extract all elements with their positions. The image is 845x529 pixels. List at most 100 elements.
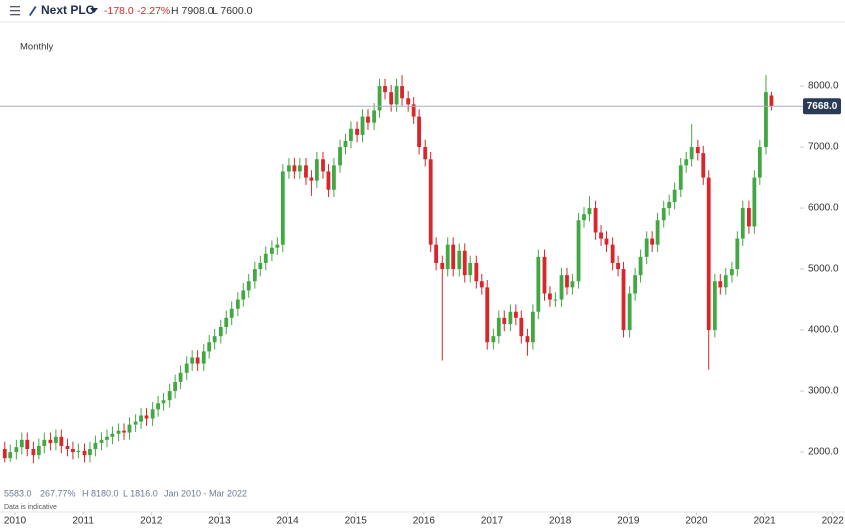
candle-body [156,403,161,410]
symbol-dropdown[interactable] [90,8,98,13]
y-tick-label: 3000.0 [808,386,839,397]
candle-body [280,171,285,245]
candle-body [201,351,206,364]
x-tick-label: 2019 [617,516,640,527]
candle-body [559,275,564,300]
candle-body [229,308,234,318]
candle-body [389,92,394,105]
x-tick-label: 2022 [822,516,845,527]
x-tick-label: 2021 [753,516,776,527]
candle-body [485,287,490,343]
candle-body [349,128,353,141]
candle-body [25,439,30,450]
candle-body [2,449,7,459]
y-tick-label: 2000.0 [808,447,839,458]
footer-note: Data is indicative [4,504,57,511]
candle-body [729,269,734,276]
change-pct: -2.27% [137,5,170,17]
candle-body [678,165,683,190]
candle-body [513,311,518,318]
candle-body [400,86,404,99]
edit-icon[interactable] [29,6,37,16]
candle-body [82,450,87,456]
candle-body [235,299,240,309]
candle-body [263,253,268,263]
candle-body [19,439,24,448]
candle-body [428,159,433,245]
candle-body [99,439,104,443]
symbol[interactable]: Next PLC [41,3,95,17]
high: H 7908.0 [171,5,214,17]
last-price-label: 7668.0 [807,101,838,112]
candle-body [246,281,251,291]
candle-body [8,452,13,459]
candle-body [457,250,462,270]
candle-body [406,98,411,105]
candle-body [31,449,36,456]
candle-body [491,336,496,343]
x-tick-label: 2012 [140,516,163,527]
menu-icon[interactable] [10,6,20,16]
candle-body [14,447,19,453]
candle-body [173,381,178,392]
footer-low: L 1816.0 [123,488,158,498]
candle-body [314,159,319,181]
candle-body [53,436,58,443]
candle-body [88,449,92,456]
candle-body [65,445,70,450]
x-tick-label: 2017 [481,516,504,527]
candle-body [735,238,740,270]
candle-body [451,244,456,270]
candle-body [496,317,501,337]
x-tick-label: 2010 [4,516,27,527]
candle-body [440,262,445,270]
candle-body [565,275,569,288]
candle-body [207,342,212,352]
candle-body [502,317,507,324]
candle-body [570,281,575,288]
candle-body [712,281,717,331]
candle-body [71,449,75,453]
candle-body [672,189,677,202]
candle-body [667,201,672,209]
candle-body [252,269,257,282]
candle-body [769,95,774,107]
candle-body [411,104,416,117]
candle-body [650,238,655,245]
candle-body [127,424,132,433]
menu-bar [10,6,20,8]
candle-body [582,214,586,221]
candle-body [326,171,331,190]
candle-body [706,177,711,331]
toolbar: Next PLC -178.0 -2.27% H 7908.0 L 7600.0 [10,3,253,17]
interval: Monthly [20,42,54,53]
candle-body [110,433,115,437]
y-tick-label: 4000.0 [808,325,839,336]
candle-body [258,262,263,270]
candle-body [332,165,336,190]
candle-body [309,177,314,181]
plot-area: 2000.0 3000.0 4000.0 5000.0 6000.0 7000.0 8000… [0,75,844,527]
candle-body [536,256,541,312]
candle-body [445,244,450,270]
candle-body [59,436,64,446]
candle-body [394,86,399,105]
candle-body [468,262,473,276]
x-tick-label: 2016 [413,516,436,527]
candle-body [297,165,302,172]
candle-body [48,439,53,443]
x-tick-label: 2011 [72,516,94,527]
candle-body [161,400,166,404]
candle-body [167,391,172,401]
candle-body [616,262,620,270]
candle-body [190,357,195,364]
candle-body [718,281,723,288]
candle-body [76,450,81,453]
candle-body [42,439,47,446]
candle-body [757,147,762,178]
candle-body [638,256,643,276]
candle-body [287,165,291,172]
candle-body [372,110,377,123]
y-tick-label: 5000.0 [808,264,839,275]
candle-body [644,238,649,257]
